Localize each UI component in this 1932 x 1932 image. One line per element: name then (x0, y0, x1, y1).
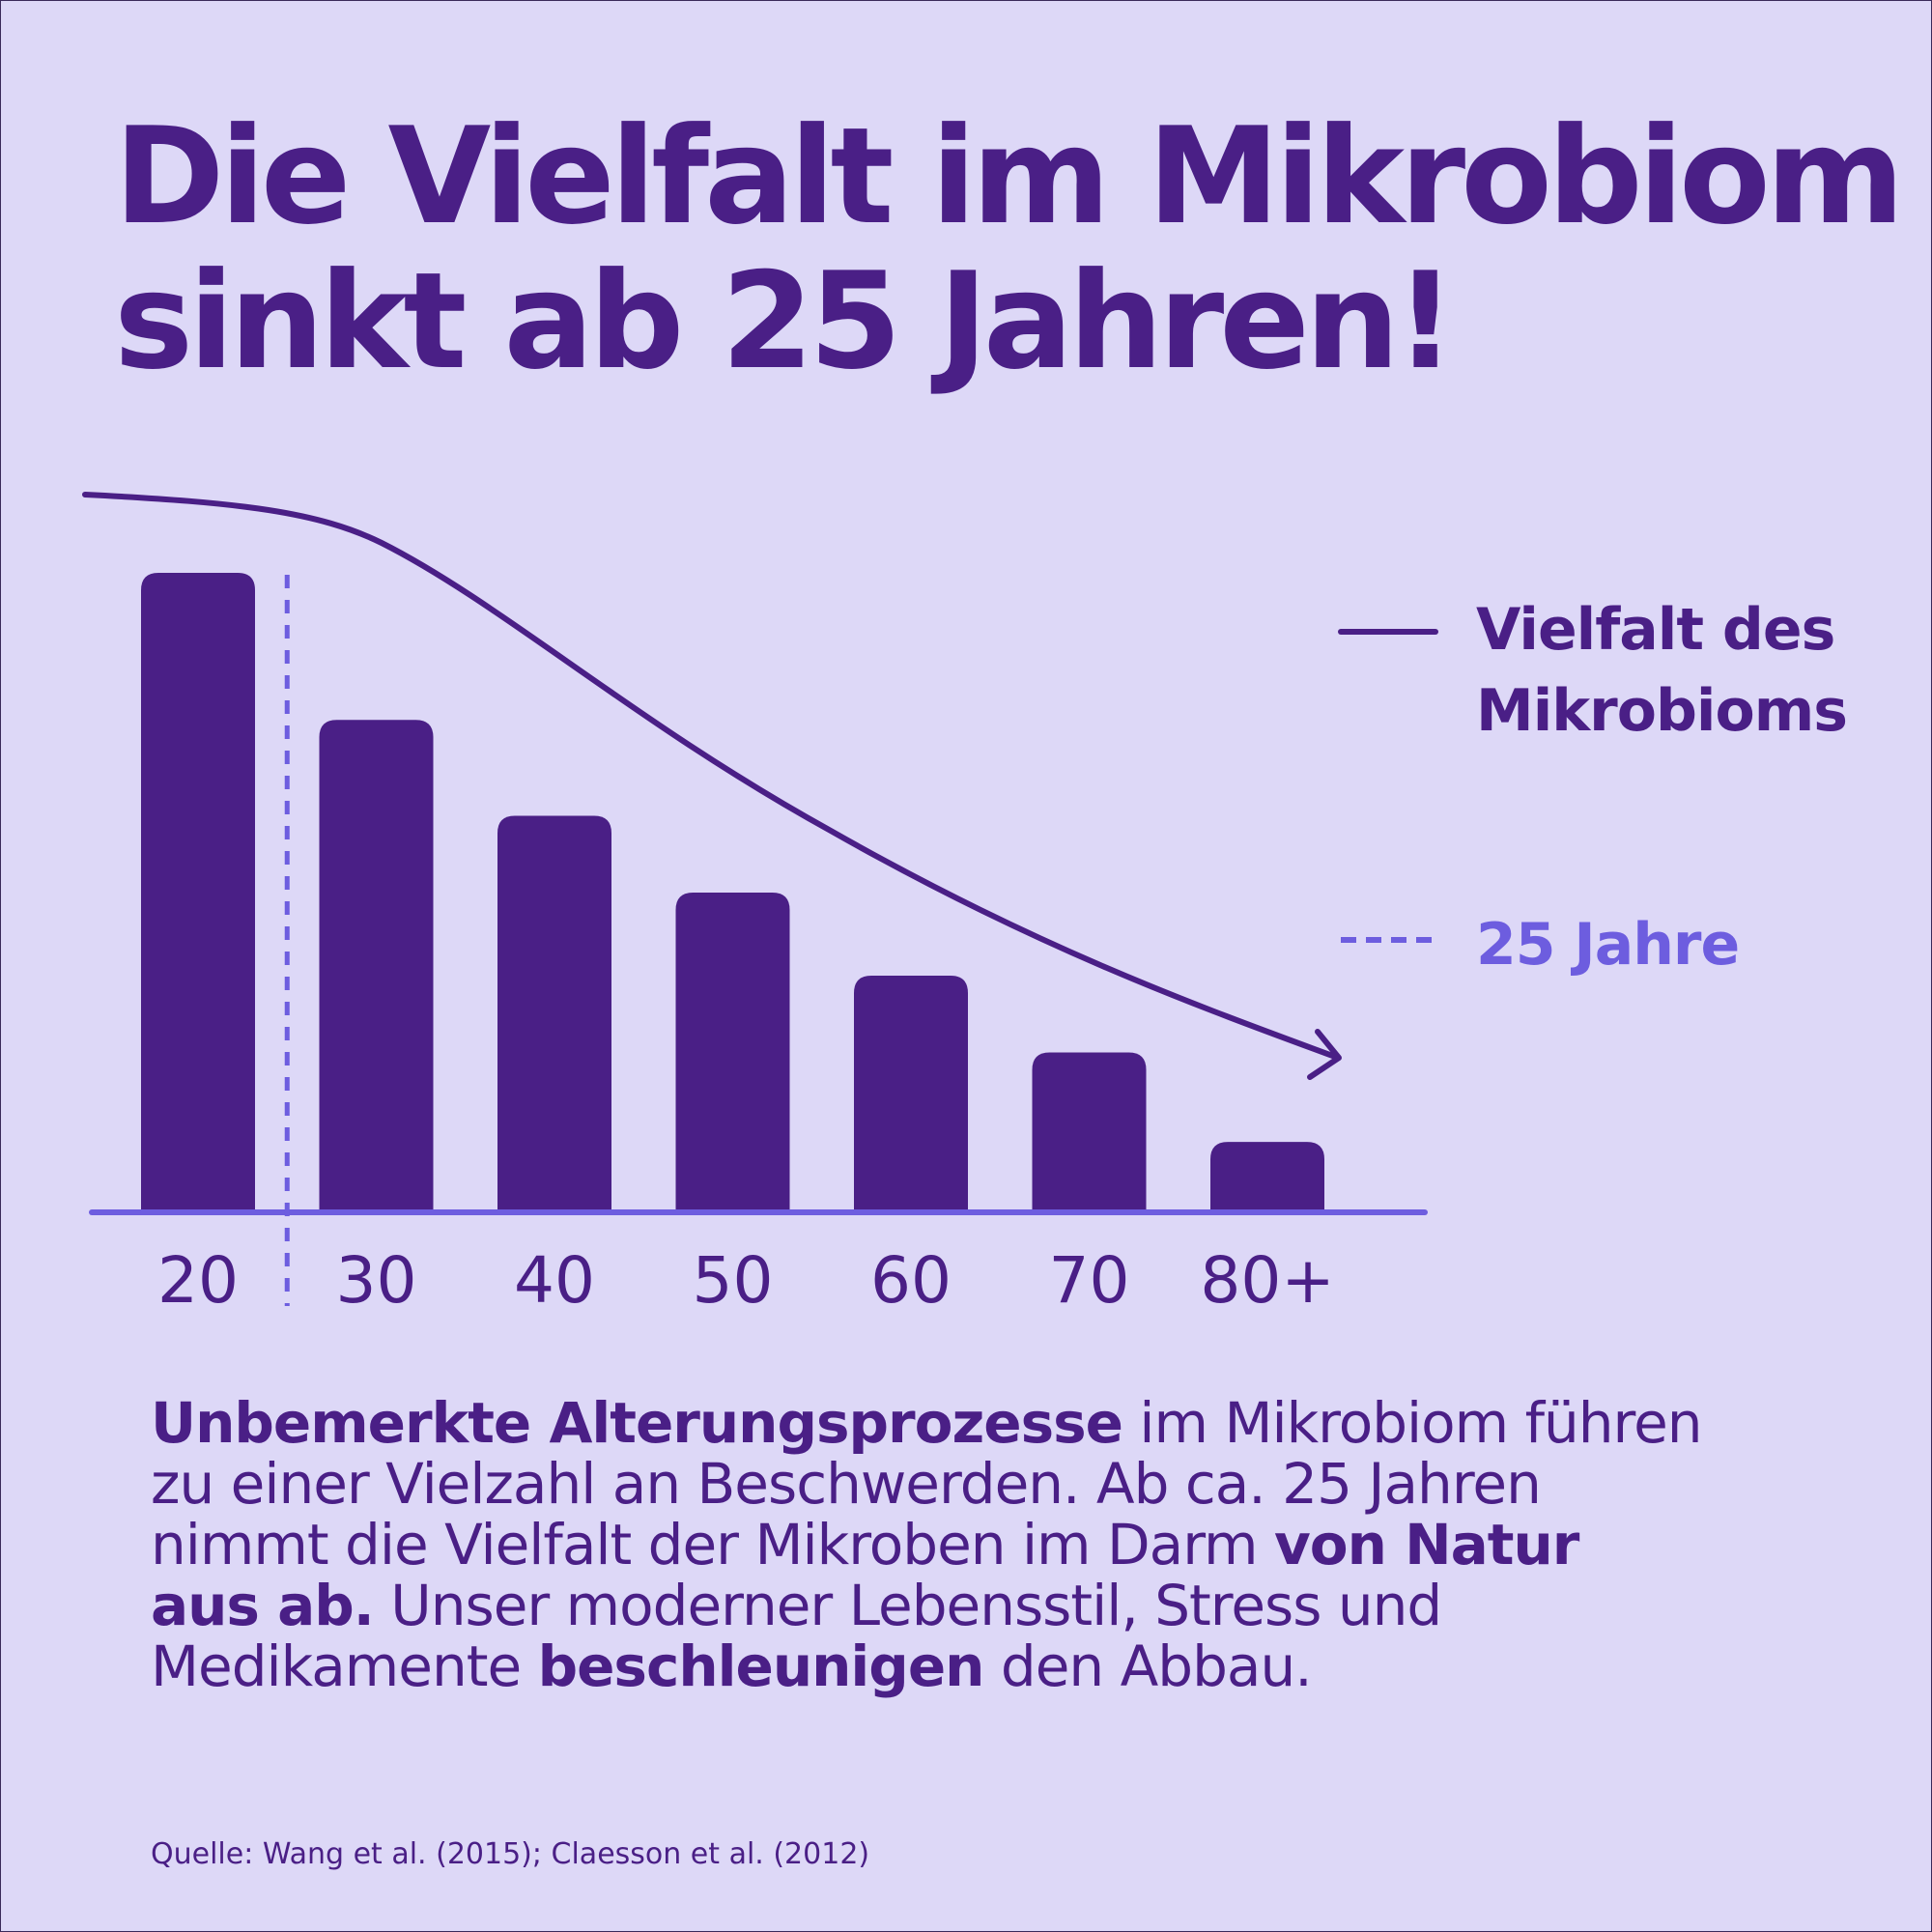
description-line-4: aus ab. Unser moderner Lebensstil, Stres… (151, 1576, 1812, 1636)
bar-80+ (1210, 1142, 1324, 1212)
title-line-1: Die Vielfalt im Mikrobiom (114, 99, 1905, 254)
x-tick-label-20: 20 (157, 1243, 239, 1318)
bar-70 (1032, 1052, 1147, 1212)
x-tick-label-60: 60 (870, 1243, 952, 1318)
bar-50 (675, 893, 790, 1212)
description-text-5b: den Abbau. (983, 1634, 1313, 1699)
description-text-3: nimmt die Vielfalt der Mikroben im Darm (151, 1512, 1274, 1577)
description-line-5: Medikamente beschleunigen den Abbau. (151, 1636, 1812, 1697)
description-text-5a: Medikamente (151, 1634, 538, 1699)
title-line-2: sinkt ab 25 Jahren! (114, 243, 1456, 399)
description-bold-4: aus ab. (151, 1573, 375, 1638)
bars-group (141, 573, 1324, 1212)
description-bold-3: von Natur (1273, 1512, 1579, 1577)
x-tick-label-40: 40 (514, 1243, 595, 1318)
bar-20 (141, 573, 255, 1212)
x-tick-label-80+: 80+ (1200, 1243, 1334, 1318)
description-bold-1: Unbemerkte Alterungsprozesse (151, 1390, 1123, 1456)
description-line-2: zu einer Vielzahl an Beschwerden. Ab ca.… (151, 1451, 1542, 1517)
trend-line (82, 492, 1341, 1061)
legend-marker-label: 25 Jahre (1476, 911, 1740, 979)
description-text-1: im Mikrobiom führen (1122, 1390, 1702, 1456)
bar-30 (319, 720, 434, 1212)
page-title: Die Vielfalt im Mikrobiom sinkt ab 25 Ja… (114, 99, 1905, 399)
legend-trend-label-line-1: Vielfalt des (1476, 596, 1835, 664)
x-tick-label-30: 30 (336, 1243, 417, 1318)
trend-arrowhead (1307, 1029, 1342, 1080)
description-text-4: Unser moderner Lebensstil, Stress und (373, 1573, 1442, 1638)
bar-60 (854, 976, 968, 1212)
x-tick-label-70: 70 (1049, 1243, 1130, 1318)
bar-40 (497, 815, 611, 1212)
x-tick-label-50: 50 (693, 1243, 774, 1318)
description-line-3: nimmt die Vielfalt der Mikroben im Darm … (151, 1515, 1812, 1576)
x-tick-labels: 20 30 40 50 60 70 80+ (157, 1243, 1335, 1318)
description-line-1: Unbemerkte Alterungsprozesse im Mikrobio… (151, 1393, 1812, 1454)
source-citation: Quelle: Wang et al. (2015); Claesson et … (151, 1837, 870, 1871)
description-bold-5: beschleunigen (537, 1634, 985, 1699)
legend-trend-label: Vielfalt des Mikrobioms (1476, 589, 1862, 752)
description-paragraph: Unbemerkte Alterungsprozesse im Mikrobio… (151, 1393, 1812, 1697)
legend-trend-label-line-2: Mikrobioms (1476, 677, 1848, 745)
